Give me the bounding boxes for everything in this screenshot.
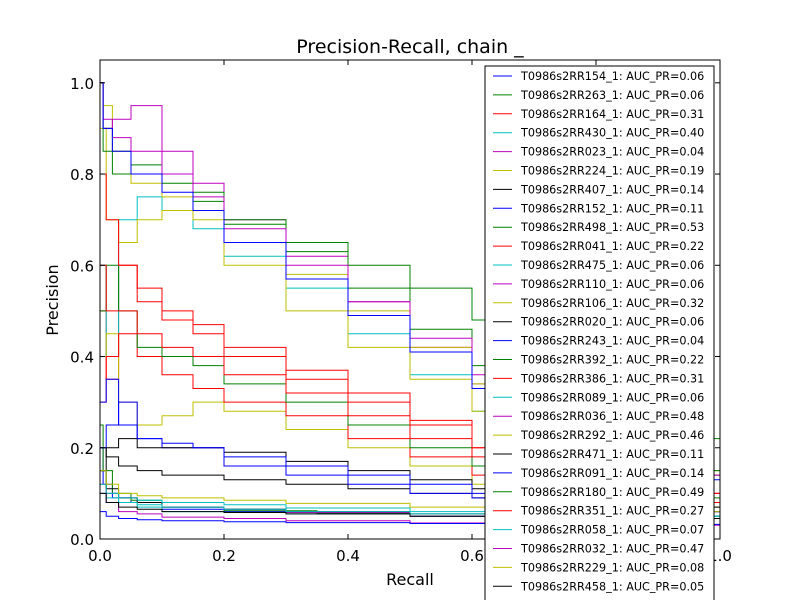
legend: T0986s2RR154_1: AUC_PR=0.06 T0986s2RR263_… xyxy=(484,65,715,605)
legend-entry-label: T0986s2RR351_1: AUC_PR=0.27 xyxy=(520,505,704,518)
x-tick-label: 0.4 xyxy=(336,547,360,565)
legend-entry-label: T0986s2RR471_1: AUC_PR=0.11 xyxy=(520,448,704,461)
series-line-15 xyxy=(100,511,720,539)
legend-entry-label: T0986s2RR263_1: AUC_PR=0.06 xyxy=(520,89,704,102)
legend-entry-label: T0986s2RR041_1: AUC_PR=0.22 xyxy=(520,240,704,253)
y-tick-label: 0.8 xyxy=(70,166,94,184)
legend-entry-label: T0986s2RR036_1: AUC_PR=0.48 xyxy=(520,410,704,423)
legend-entry-label: T0986s2RR152_1: AUC_PR=0.11 xyxy=(520,202,704,215)
x-tick-label: 0.0 xyxy=(88,547,112,565)
legend-entry-label: T0986s2RR243_1: AUC_PR=0.04 xyxy=(520,335,704,348)
legend-entry-label: T0986s2RR058_1: AUC_PR=0.07 xyxy=(520,524,704,537)
legend-entry-label: T0986s2RR154_1: AUC_PR=0.06 xyxy=(520,70,704,83)
legend-entry-label: T0986s2RR106_1: AUC_PR=0.32 xyxy=(520,297,704,310)
y-tick-label: 1.0 xyxy=(70,75,94,93)
legend-entry-label: T0986s2RR430_1: AUC_PR=0.40 xyxy=(520,127,704,140)
legend-entry-label: T0986s2RR229_1: AUC_PR=0.08 xyxy=(520,561,704,574)
y-tick-label: 0.6 xyxy=(70,257,94,275)
legend-entry-label: T0986s2RR386_1: AUC_PR=0.31 xyxy=(520,372,704,385)
x-axis-label: Recall xyxy=(386,570,434,589)
legend-entry-label: T0986s2RR458_1: AUC_PR=0.05 xyxy=(520,580,704,593)
legend-entry-label: T0986s2RR020_1: AUC_PR=0.06 xyxy=(520,316,704,329)
y-tick-label: 0.2 xyxy=(70,440,94,458)
y-tick-label: 0.0 xyxy=(70,531,94,549)
legend-entry-label: T0986s2RR292_1: AUC_PR=0.46 xyxy=(520,429,704,442)
series-line-28 xyxy=(100,492,720,539)
legend-entry-label: T0986s2RR089_1: AUC_PR=0.06 xyxy=(520,391,704,404)
legend-entry-label: T0986s2RR110_1: AUC_PR=0.06 xyxy=(520,278,704,291)
chart-title: Precision-Recall, chain _ xyxy=(296,36,524,58)
legend-entry-label: T0986s2RR475_1: AUC_PR=0.06 xyxy=(520,259,704,272)
series-line-27 xyxy=(100,470,720,539)
legend-entry-label: T0986s2RR032_1: AUC_PR=0.47 xyxy=(520,543,704,556)
legend-entry-label: T0986s2RR224_1: AUC_PR=0.19 xyxy=(520,165,704,178)
legend-box xyxy=(484,65,715,605)
y-tick-label: 0.4 xyxy=(70,349,94,367)
legend-entry-label: T0986s2RR023_1: AUC_PR=0.04 xyxy=(520,146,704,159)
legend-entry-label: T0986s2RR164_1: AUC_PR=0.31 xyxy=(520,108,704,121)
legend-entry-label: T0986s2RR498_1: AUC_PR=0.53 xyxy=(520,221,704,234)
legend-entry-label: T0986s2RR407_1: AUC_PR=0.14 xyxy=(520,183,704,196)
x-tick-label: 0.2 xyxy=(212,547,236,565)
legend-entry-label: T0986s2RR392_1: AUC_PR=0.22 xyxy=(520,354,704,367)
x-tick-label: 0.6 xyxy=(460,547,484,565)
plot-frame xyxy=(99,59,721,540)
legend-entry-label: T0986s2RR180_1: AUC_PR=0.49 xyxy=(520,486,704,499)
legend-entry-label: T0986s2RR091_1: AUC_PR=0.14 xyxy=(520,467,704,480)
y-axis-label: Precision xyxy=(43,264,62,335)
y-axis-ticks: 0.0 0.2 0.4 0.6 0.8 1.0 xyxy=(70,75,720,549)
